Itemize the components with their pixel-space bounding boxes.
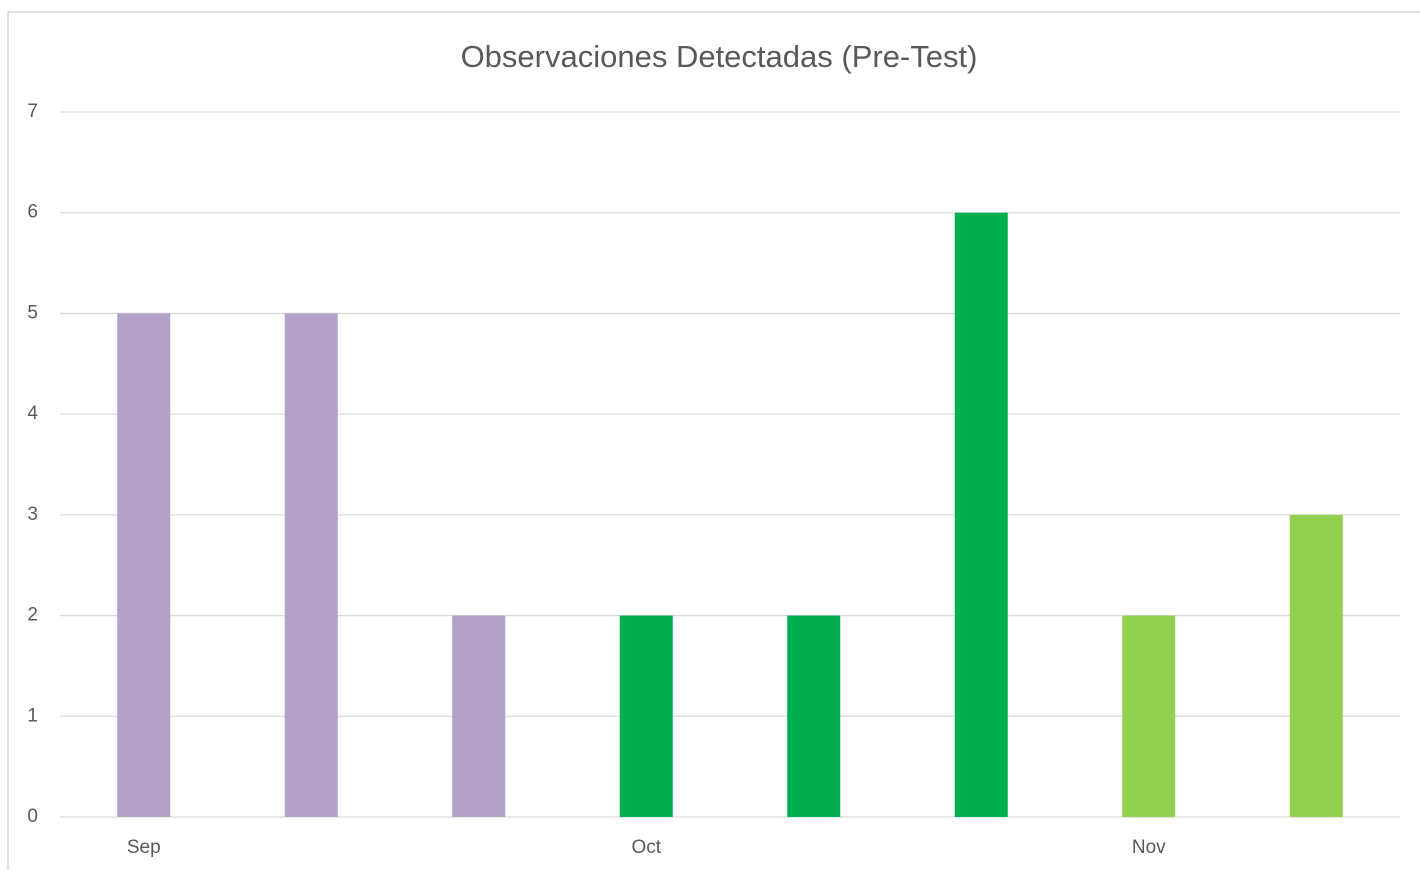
bar <box>1122 615 1176 817</box>
bar <box>117 313 171 817</box>
bar <box>452 615 506 817</box>
chart-frame <box>7 11 1420 875</box>
y-tick-label: 7 <box>27 101 38 122</box>
bar <box>284 313 338 817</box>
x-tick-label: Sep <box>127 837 161 858</box>
y-tick-label: 0 <box>27 806 38 827</box>
y-tick-label: 5 <box>27 302 38 323</box>
bar <box>787 615 841 817</box>
y-tick-label: 1 <box>27 705 38 726</box>
y-tick-label: 2 <box>27 605 38 626</box>
chart-title: Observaciones Detectadas (Pre-Test) <box>461 39 978 74</box>
bar <box>954 212 1008 817</box>
x-tick-label: Nov <box>1132 837 1166 858</box>
bar <box>1289 514 1343 817</box>
x-tick-label: Oct <box>631 837 661 858</box>
y-tick-label: 4 <box>27 403 38 424</box>
y-tick-label: 6 <box>27 202 38 223</box>
y-tick-label: 3 <box>27 504 38 525</box>
bar <box>619 615 673 817</box>
